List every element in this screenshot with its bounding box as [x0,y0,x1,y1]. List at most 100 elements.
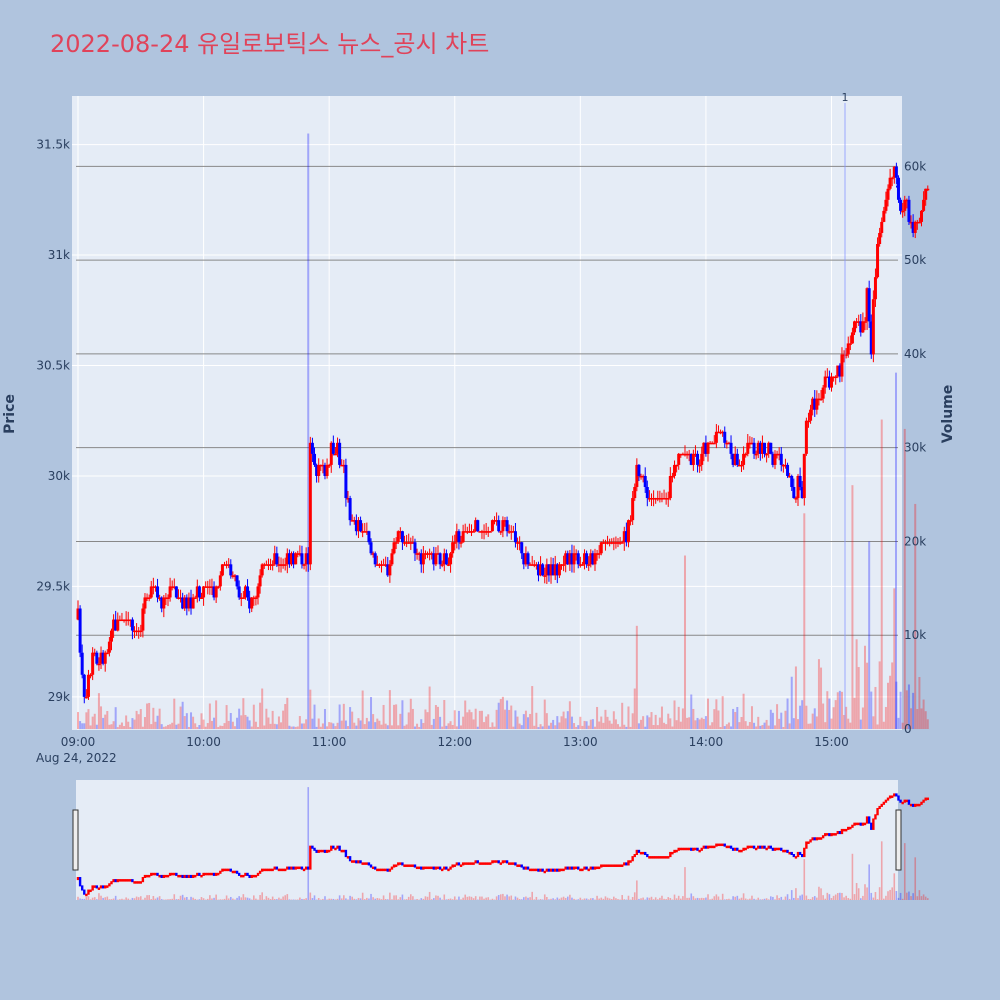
candle-body [256,586,260,598]
mini-volume-bar [368,898,370,900]
candle-body [455,531,459,543]
mini-candle [863,822,867,826]
volume-bar [257,726,260,729]
volume-bar [652,725,655,729]
mini-volume-bar [330,898,333,900]
mini-candle [715,843,718,847]
candle-body [216,586,220,588]
mini-candle [905,799,909,803]
candle-body [545,564,549,576]
mini-candle [564,866,567,870]
mini-volume-bar [872,897,875,900]
candle-body [120,619,124,622]
volume-bar [401,700,404,729]
volume-bar [786,698,789,729]
candle-body [616,542,620,544]
candle-body [832,376,836,379]
mini-candle [824,833,827,837]
candle-body [905,199,909,202]
candle-body [283,564,287,566]
volume-bar [236,717,239,729]
candle-body [610,542,614,544]
volume-bar [585,721,588,729]
candle-body [522,553,526,565]
volume-bar [788,723,791,729]
candle-body [76,608,80,620]
volume-bar [742,693,745,729]
mini-candle [342,849,346,853]
candle-body [518,542,522,544]
candle-body [379,564,383,566]
mini-volume-bar [677,895,680,900]
mini-volume-bar [491,898,494,900]
mini-volume-bar [901,898,904,900]
mini-volume-bar [479,896,481,900]
candle-body [683,453,687,456]
candle-body [275,553,279,565]
mini-volume-bar [104,897,107,900]
candle-body [777,453,781,456]
mini-volume-bar [234,899,236,900]
mini-candle [315,849,318,853]
mini-volume-bar [686,897,688,900]
candle-body [80,652,84,675]
candle-body [733,453,737,465]
volume-bar [681,708,684,729]
mini-candle [131,879,134,883]
candle-body [721,431,725,434]
mini-candle [683,847,687,851]
mini-candle [401,862,404,866]
mini-candle [196,872,199,876]
candle-body [922,199,926,211]
mini-volume-bar [347,899,349,900]
mini-volume-bar [807,899,810,900]
candle-body [920,210,924,222]
mini-volume-bar [826,892,829,900]
candle-body [298,553,302,555]
candle-body [340,464,344,467]
candle-body [300,553,304,565]
rangeslider-bg[interactable] [76,780,898,900]
candle-body [327,464,331,467]
candle-body [346,498,350,500]
mini-candle [817,837,821,840]
mini-volume-bar [416,898,418,900]
volume-bar [359,720,362,729]
candle-body [547,564,551,576]
candle-body [451,542,455,554]
candle-body [269,564,273,566]
annotation-label: 1 [842,91,849,104]
volume-bar [208,703,211,729]
volume-bar [127,721,130,729]
rangeslider-left-handle[interactable] [72,809,79,871]
mini-candle [650,856,653,859]
mini-volume-bar [642,897,644,900]
volume-bar [541,726,544,729]
volume-bar [91,716,94,729]
mini-candle [748,845,752,849]
mini-volume-bar [876,899,879,900]
mini-volume-bar [573,898,575,900]
mini-candle [679,847,682,851]
volume-bar [753,722,756,729]
mini-candle [725,845,729,849]
candle-body [235,575,239,587]
mini-candle [918,803,921,807]
rangeslider-right-handle[interactable] [895,809,902,871]
volume-bar [859,719,862,729]
candle-body [869,321,873,355]
volume-bar [470,712,473,729]
candle-body [524,553,528,565]
mini-volume-bar [824,898,827,900]
mini-volume-bar [470,896,473,900]
mini-candle [537,868,540,872]
candle-body [423,553,427,555]
mini-candle [562,868,565,872]
mini-volume-bar [271,896,274,900]
volume-bar [106,710,109,729]
volume-bar [608,720,611,729]
mini-candle [639,851,643,855]
mini-volume-bar [334,899,337,900]
candle-body [306,553,310,565]
candle-body [855,321,859,323]
